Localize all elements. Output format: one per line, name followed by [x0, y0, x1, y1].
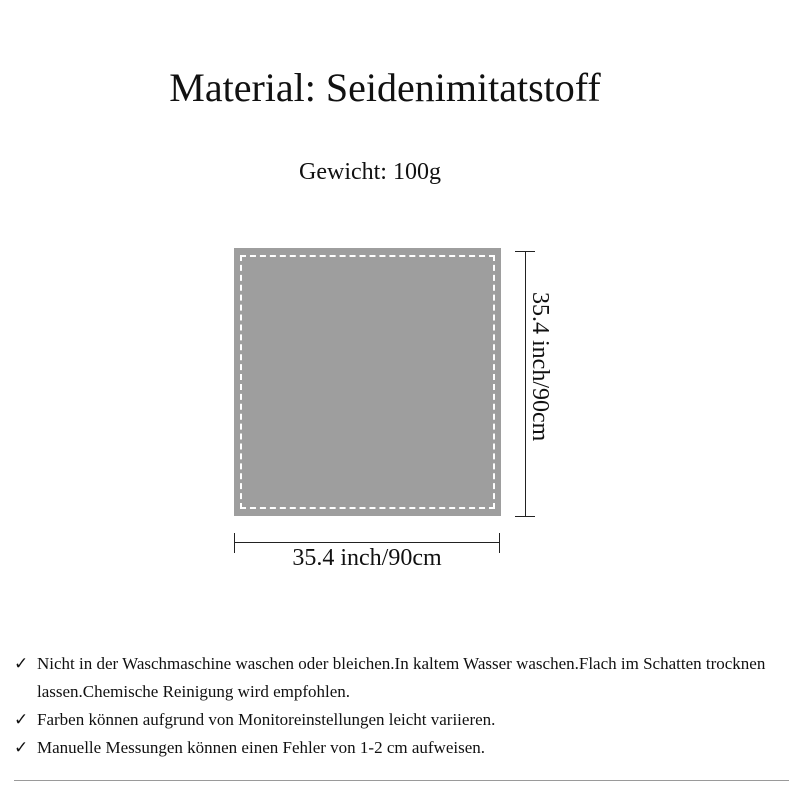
check-icon: ✓ — [14, 654, 29, 674]
dashed-seam-border — [240, 255, 495, 509]
height-dimension-line — [525, 251, 526, 517]
width-dimension-tick-left — [234, 533, 235, 553]
bottom-divider — [14, 780, 789, 781]
page-title: Material: Seidenimitatstoff — [169, 65, 601, 110]
list-item: ✓ Nicht in der Waschmaschine waschen ode… — [14, 650, 794, 706]
width-dimension-tick-right — [499, 533, 500, 553]
check-icon: ✓ — [14, 738, 29, 758]
fabric-square — [234, 248, 501, 516]
note-text: Manuelle Messungen können einen Fehler v… — [37, 738, 486, 757]
height-dimension-text: 35.4 inch/90cm — [527, 292, 553, 442]
weight-label: Gewicht: 100g — [299, 159, 441, 185]
check-icon: ✓ — [14, 710, 29, 730]
list-item: ✓ Farben können aufgrund von Monitoreins… — [14, 706, 794, 734]
care-notes-list: ✓ Nicht in der Waschmaschine waschen ode… — [14, 650, 794, 762]
height-dimension-tick-top — [515, 251, 535, 252]
width-dimension-line — [234, 542, 500, 543]
height-dimension-tick-bottom — [515, 516, 535, 517]
note-text: Farben können aufgrund von Monitoreinste… — [37, 710, 496, 729]
width-dimension-label: 35.4 inch/90cm — [292, 545, 442, 571]
list-item: ✓ Manuelle Messungen können einen Fehler… — [14, 734, 794, 762]
note-text: Nicht in der Waschmaschine waschen oder … — [37, 654, 766, 701]
